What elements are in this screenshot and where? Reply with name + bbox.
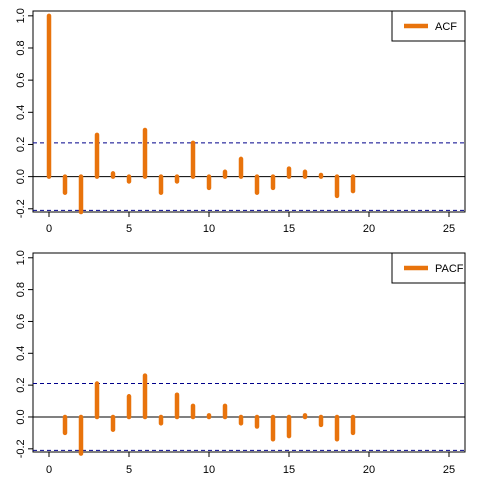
y-tick-label: 0.0 <box>15 409 27 424</box>
y-tick-label: 1.0 <box>15 8 27 23</box>
y-tick-label: 1.0 <box>15 250 27 265</box>
plot-frame <box>32 252 466 453</box>
x-tick-label: 0 <box>46 223 52 235</box>
acf-panel: 0 5 10 15 20 25 -0.2 0.0 0.2 0.4 0.6 0.8 1.0 ACF <box>15 8 466 235</box>
x-tick-label: 5 <box>126 223 132 235</box>
x-tick-label: 20 <box>363 223 375 235</box>
x-tick-label: 25 <box>443 464 455 476</box>
x-tick-label: 0 <box>46 464 52 476</box>
x-tick-label: 5 <box>126 464 132 476</box>
x-tick-label: 15 <box>283 223 295 235</box>
y-tick-label: 0.0 <box>15 169 27 184</box>
y-tick-label: -0.2 <box>15 439 27 458</box>
y-tick-label: -0.2 <box>15 199 27 218</box>
y-tick-label: 0.4 <box>15 105 27 120</box>
y-tick-label: 0.8 <box>15 40 27 55</box>
legend: PACF <box>391 252 466 284</box>
x-tick-label: 20 <box>363 464 375 476</box>
x-tick-label: 10 <box>203 223 215 235</box>
x-tick-label: 25 <box>443 223 455 235</box>
y-tick-label: 0.6 <box>15 314 27 329</box>
y-tick-label: 0.4 <box>15 346 27 361</box>
x-tick-label: 15 <box>283 464 295 476</box>
y-tick-label: 0.2 <box>15 377 27 392</box>
y-tick-label: 0.8 <box>15 282 27 297</box>
legend-label: PACF <box>435 263 464 275</box>
legend-label: ACF <box>435 21 457 33</box>
legend: ACF <box>391 10 466 42</box>
y-tick-label: 0.6 <box>15 72 27 87</box>
pacf-panel: 0 5 10 15 20 25 -0.2 0.0 0.2 0.4 0.6 0.8 1.0 PACF <box>15 250 466 476</box>
plot-frame <box>32 10 466 213</box>
y-tick-label: 0.2 <box>15 137 27 152</box>
x-tick-label: 10 <box>203 464 215 476</box>
